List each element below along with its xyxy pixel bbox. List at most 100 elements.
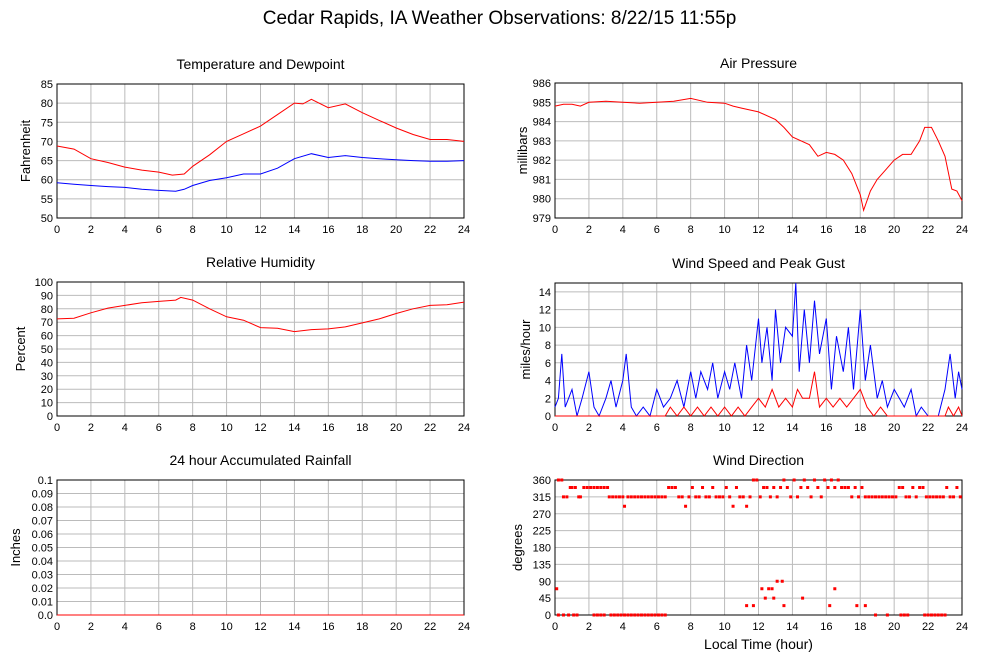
x-tick-label: 22 bbox=[424, 621, 436, 633]
data-point bbox=[690, 486, 694, 489]
data-point bbox=[867, 495, 871, 499]
y-tick-label: 6 bbox=[545, 358, 551, 370]
data-point bbox=[801, 596, 805, 600]
y-tick-label: 55 bbox=[41, 194, 53, 206]
data-point bbox=[577, 495, 581, 499]
x-tick-label: 10 bbox=[718, 422, 730, 434]
data-point bbox=[933, 613, 937, 617]
y-tick-label: 70 bbox=[41, 317, 53, 329]
data-point bbox=[780, 579, 784, 583]
y-tick-label: 0.05 bbox=[32, 543, 53, 555]
data-point bbox=[758, 495, 762, 499]
y-tick-label: 0.03 bbox=[32, 570, 53, 582]
data-point bbox=[626, 495, 630, 499]
data-point bbox=[701, 486, 705, 489]
y-tick-label: 0 bbox=[47, 411, 53, 423]
y-tick-label: 270 bbox=[533, 509, 551, 521]
y-tick-label: 10 bbox=[41, 398, 53, 410]
y-tick-label: 986 bbox=[533, 78, 551, 90]
data-point bbox=[653, 613, 657, 617]
x-tick-label: 6 bbox=[654, 621, 660, 633]
x-tick-label: 24 bbox=[458, 621, 470, 633]
y-tick-label: 985 bbox=[533, 97, 551, 109]
y-tick-label: 0.08 bbox=[32, 502, 53, 514]
data-point bbox=[556, 478, 560, 482]
y-tick-label: 0.02 bbox=[32, 583, 53, 595]
y-tick-label: 12 bbox=[539, 305, 551, 317]
y-tick-label: 2 bbox=[545, 393, 551, 405]
data-point bbox=[660, 495, 664, 499]
temperature-y-axis-label: Fahrenheit bbox=[18, 120, 33, 183]
x-tick-label: 22 bbox=[922, 422, 934, 434]
data-point bbox=[595, 486, 599, 489]
x-tick-label: 2 bbox=[586, 224, 592, 236]
data-point bbox=[711, 486, 715, 489]
data-point bbox=[785, 486, 789, 489]
rainfall-chart-title: 24 hour Accumulated Rainfall bbox=[169, 452, 351, 468]
data-point bbox=[870, 495, 874, 499]
y-tick-label: 135 bbox=[533, 559, 551, 571]
data-point bbox=[741, 495, 745, 499]
data-point bbox=[884, 495, 888, 499]
data-point bbox=[826, 486, 830, 489]
x-tick-label: 18 bbox=[854, 224, 866, 236]
data-point bbox=[602, 486, 606, 489]
data-point bbox=[731, 504, 735, 508]
x-tick-label: 18 bbox=[356, 621, 368, 633]
data-point bbox=[935, 495, 939, 499]
data-point bbox=[938, 495, 942, 499]
wind_direction-plot-frame bbox=[554, 479, 963, 616]
data-point bbox=[907, 495, 911, 499]
data-point bbox=[636, 613, 640, 617]
data-point bbox=[611, 495, 615, 499]
x-tick-label: 6 bbox=[654, 224, 660, 236]
data-point bbox=[948, 495, 952, 499]
data-point bbox=[660, 613, 664, 617]
wind_speed-series-line bbox=[555, 371, 963, 418]
humidity-plot-frame bbox=[56, 281, 465, 417]
data-point bbox=[812, 478, 816, 482]
data-point bbox=[567, 613, 571, 617]
data-point bbox=[629, 495, 633, 499]
temperature-plot-frame bbox=[56, 83, 465, 219]
y-tick-label: 0.07 bbox=[32, 516, 53, 528]
data-point bbox=[623, 504, 627, 508]
x-tick-label: 2 bbox=[88, 224, 94, 236]
x-tick-label: 8 bbox=[688, 621, 694, 633]
data-point bbox=[877, 495, 881, 499]
y-tick-label: 50 bbox=[41, 344, 53, 356]
data-point bbox=[762, 486, 766, 489]
y-tick-label: 30 bbox=[41, 371, 53, 383]
x-tick-label: 16 bbox=[322, 621, 334, 633]
data-point bbox=[770, 587, 774, 591]
x-tick-label: 24 bbox=[956, 224, 968, 236]
y-tick-label: 80 bbox=[41, 98, 53, 110]
x-tick-label: 12 bbox=[752, 621, 764, 633]
data-point bbox=[599, 613, 603, 617]
data-point bbox=[643, 495, 647, 499]
data-point bbox=[901, 486, 905, 489]
y-tick-label: 85 bbox=[41, 79, 53, 91]
data-point bbox=[636, 495, 640, 499]
data-point bbox=[924, 495, 928, 499]
y-tick-label: 90 bbox=[539, 576, 551, 588]
x-tick-label: 18 bbox=[854, 422, 866, 434]
data-point bbox=[828, 604, 832, 608]
data-point bbox=[728, 495, 732, 499]
data-point bbox=[751, 604, 755, 608]
data-point bbox=[885, 613, 889, 617]
data-point bbox=[846, 486, 850, 489]
data-point bbox=[853, 486, 857, 489]
x-tick-label: 20 bbox=[390, 422, 402, 434]
data-point bbox=[955, 486, 959, 489]
data-point bbox=[565, 495, 569, 499]
x-tick-label: 2 bbox=[88, 422, 94, 434]
data-point bbox=[555, 587, 559, 591]
data-point bbox=[617, 495, 621, 499]
y-tick-label: 315 bbox=[533, 492, 551, 504]
temperature-series-line bbox=[56, 153, 465, 192]
data-point bbox=[714, 495, 718, 499]
data-point bbox=[928, 495, 932, 499]
data-point bbox=[663, 613, 667, 617]
